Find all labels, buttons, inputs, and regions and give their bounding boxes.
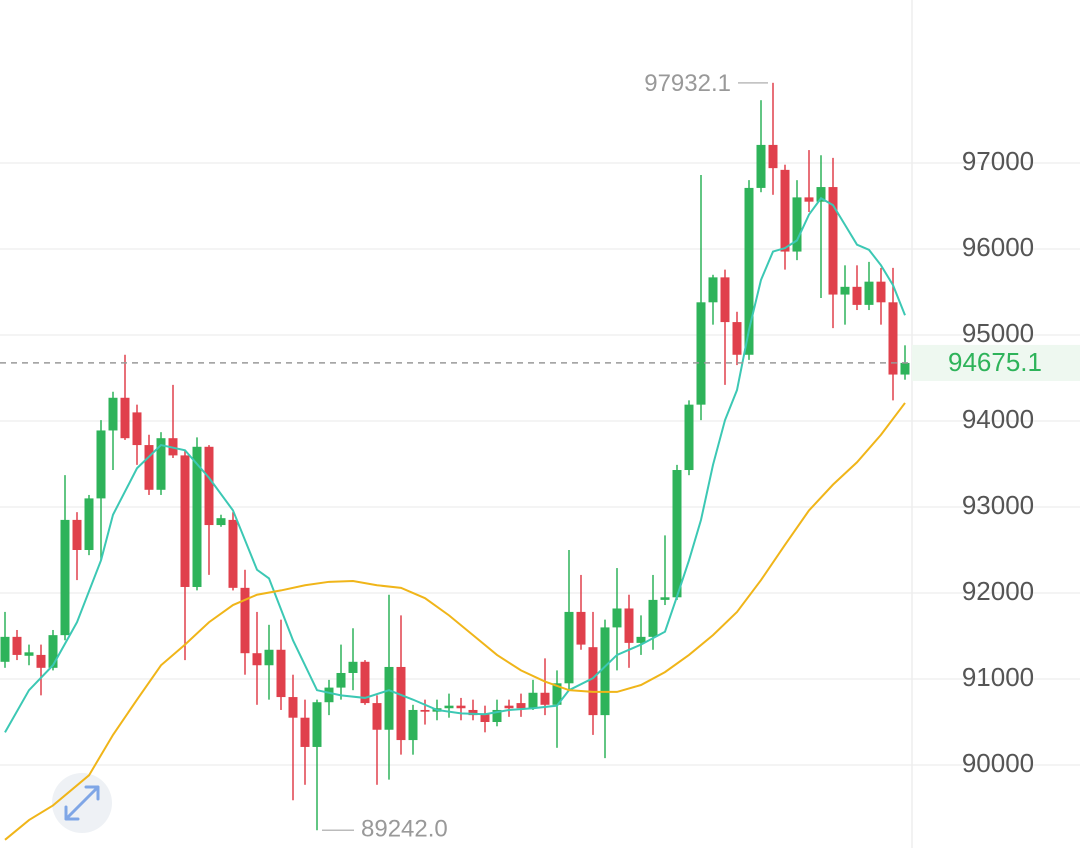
y-tick-label: 90000 <box>962 748 1034 778</box>
candle-body <box>132 412 142 446</box>
candle-body <box>552 683 562 705</box>
candle-body <box>804 197 814 202</box>
candle-body <box>96 430 106 499</box>
annotation-label: 89242.0 <box>361 816 448 843</box>
candle-body <box>852 286 862 305</box>
candle-body <box>840 286 850 295</box>
candle-body <box>744 187 754 355</box>
candle-body <box>372 703 382 730</box>
candle-body <box>888 302 898 375</box>
candle-body <box>252 653 262 666</box>
annotation-label: 97932.1 <box>644 70 731 97</box>
candle-body <box>60 519 70 636</box>
candle-body <box>192 446 202 587</box>
candle-body <box>540 692 550 705</box>
candle-body <box>108 397 118 431</box>
candle-body <box>324 687 334 703</box>
y-tick-label: 94000 <box>962 404 1034 434</box>
candle-body <box>156 438 166 490</box>
candle-body <box>600 627 610 716</box>
candle-body <box>240 587 250 654</box>
candle-body <box>120 397 130 439</box>
candle-body <box>24 652 34 656</box>
candle-body <box>624 608 634 643</box>
candle-body <box>588 647 598 716</box>
moving-average-line <box>4 402 906 841</box>
candle-body <box>408 709 418 741</box>
y-tick-label: 91000 <box>962 662 1034 692</box>
candle-body <box>792 197 802 252</box>
candle-body <box>456 705 466 709</box>
candle-body <box>384 666 394 730</box>
candle-body <box>480 713 490 723</box>
candle-body <box>612 608 622 628</box>
candle-body <box>468 709 478 716</box>
candle-body <box>780 169 790 252</box>
candle-body <box>12 636 22 655</box>
candle-body <box>348 661 358 673</box>
y-tick-label: 95000 <box>962 318 1034 348</box>
candle-body <box>288 697 298 718</box>
y-tick-label: 97000 <box>962 146 1034 176</box>
candle-body <box>276 649 286 698</box>
candle-body <box>516 703 526 709</box>
candle-body <box>720 277 730 323</box>
candle-body <box>48 635 58 668</box>
candle-body <box>336 672 346 688</box>
candle-body <box>420 709 430 712</box>
candle-body <box>144 445 154 490</box>
candle-body <box>732 322 742 355</box>
candle-body <box>528 692 538 709</box>
candle-body <box>504 705 514 709</box>
candle-body <box>576 611 586 645</box>
grid <box>0 162 1080 766</box>
zoom-button[interactable] <box>52 773 112 833</box>
zoom-icon <box>64 785 100 821</box>
candle-body <box>756 144 766 188</box>
candle-body <box>300 717 310 747</box>
y-tick-label: 93000 <box>962 490 1034 520</box>
last-price-box <box>912 344 1080 381</box>
y-tick-label: 92000 <box>962 576 1034 606</box>
last-price-label: 94675.1 <box>948 347 1042 377</box>
y-tick-label: 96000 <box>962 232 1034 262</box>
candle-body <box>900 362 910 375</box>
candle-body <box>264 649 274 666</box>
candle-body <box>672 470 682 598</box>
candle-body <box>648 599 658 637</box>
candle-body <box>312 702 322 747</box>
candle-body <box>228 519 238 588</box>
moving-average-line <box>4 196 906 733</box>
candle-body <box>564 611 574 684</box>
candle-body <box>816 187 826 202</box>
candle-body <box>636 636 646 643</box>
candle-body <box>828 187 838 295</box>
candle-body <box>36 654 46 668</box>
candle-body <box>492 709 502 723</box>
candle-body <box>0 636 10 662</box>
candle-body <box>444 705 454 709</box>
candle-body <box>876 281 886 303</box>
candle-body <box>660 597 670 600</box>
candle-body <box>396 666 406 741</box>
candle-body <box>180 455 190 587</box>
candle-body <box>684 404 694 471</box>
candle-body <box>708 277 718 303</box>
candle-body <box>864 281 874 305</box>
candle-body <box>84 498 94 550</box>
candle-body <box>204 446 214 526</box>
candle-body <box>360 661 370 704</box>
candle-body <box>696 302 706 405</box>
candle-body <box>72 519 82 550</box>
candle-body <box>768 144 778 169</box>
candle-body <box>216 518 226 526</box>
